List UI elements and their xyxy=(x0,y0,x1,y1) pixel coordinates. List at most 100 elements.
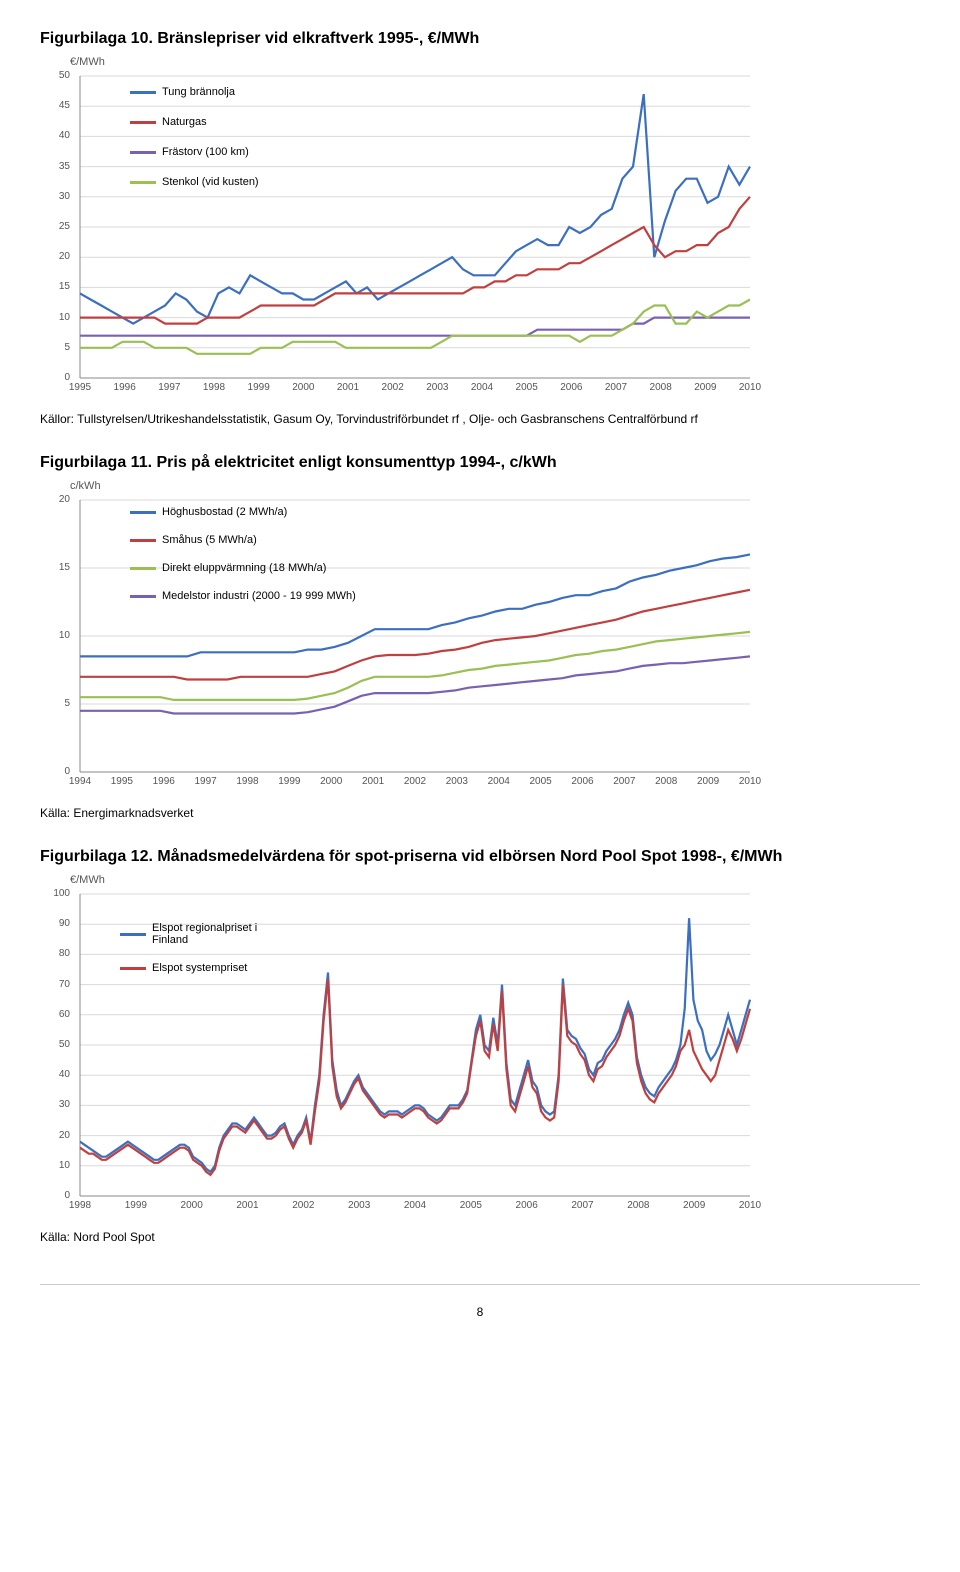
x-tick: 2008 xyxy=(627,1200,649,1211)
x-tick: 2004 xyxy=(471,382,493,393)
y-tick: 40 xyxy=(44,130,70,141)
y-tick: 30 xyxy=(44,1099,70,1110)
x-tick: 1999 xyxy=(125,1200,147,1211)
x-tick: 2006 xyxy=(571,776,593,787)
x-tick: 2000 xyxy=(320,776,342,787)
x-tick: 2009 xyxy=(697,776,719,787)
x-tick: 2006 xyxy=(560,382,582,393)
legend-item: Direkt eluppvärmning (18 MWh/a) xyxy=(130,562,326,574)
y-tick: 100 xyxy=(44,888,70,899)
x-tick: 1997 xyxy=(158,382,180,393)
x-tick: 1998 xyxy=(203,382,225,393)
x-tick: 2001 xyxy=(337,382,359,393)
y-tick: 10 xyxy=(44,312,70,323)
x-tick: 1999 xyxy=(248,382,270,393)
x-tick: 1995 xyxy=(69,382,91,393)
legend-label: Frästorv (100 km) xyxy=(162,146,249,158)
y-tick: 35 xyxy=(44,161,70,172)
x-tick: 2006 xyxy=(516,1200,538,1211)
x-tick: 2001 xyxy=(362,776,384,787)
y-tick: 15 xyxy=(44,562,70,573)
legend-item: Medelstor industri (2000 - 19 999 MWh) xyxy=(130,590,356,602)
legend-swatch xyxy=(130,91,156,94)
legend-swatch xyxy=(130,151,156,154)
legend-label: Naturgas xyxy=(162,116,207,128)
y-tick: 20 xyxy=(44,494,70,505)
x-tick: 2004 xyxy=(488,776,510,787)
y-tick: 5 xyxy=(44,342,70,353)
y-tick: 30 xyxy=(44,191,70,202)
y-tick: 10 xyxy=(44,1160,70,1171)
x-tick: 2003 xyxy=(446,776,468,787)
legend-item: Tung brännolja xyxy=(130,86,235,98)
x-tick: 1996 xyxy=(153,776,175,787)
x-tick: 1998 xyxy=(236,776,258,787)
legend-label: Småhus (5 MWh/a) xyxy=(162,534,257,546)
fig10-chart: €/MWh 0510152025303540455019951996199719… xyxy=(40,62,760,402)
x-tick: 2002 xyxy=(292,1200,314,1211)
fig12-ylabel: €/MWh xyxy=(70,874,105,886)
y-tick: 70 xyxy=(44,979,70,990)
legend-item: Naturgas xyxy=(130,116,207,128)
legend-swatch xyxy=(130,595,156,598)
y-tick: 15 xyxy=(44,281,70,292)
x-tick: 2005 xyxy=(460,1200,482,1211)
y-tick: 10 xyxy=(44,630,70,641)
x-tick: 2001 xyxy=(236,1200,258,1211)
y-tick: 20 xyxy=(44,251,70,262)
y-tick: 40 xyxy=(44,1069,70,1080)
y-tick: 90 xyxy=(44,918,70,929)
x-tick: 2003 xyxy=(348,1200,370,1211)
x-tick: 2005 xyxy=(516,382,538,393)
x-tick: 2002 xyxy=(404,776,426,787)
fig12-title: Figurbilaga 12. Månadsmedelvärdena för s… xyxy=(40,848,920,866)
legend-swatch xyxy=(120,967,146,970)
y-tick: 25 xyxy=(44,221,70,232)
legend-label: Höghusbostad (2 MWh/a) xyxy=(162,506,287,518)
legend-item: Stenkol (vid kusten) xyxy=(130,176,259,188)
fig11-chart: c/kWh 0510152019941995199619971998199920… xyxy=(40,486,760,796)
x-tick: 2002 xyxy=(382,382,404,393)
fig11-ylabel: c/kWh xyxy=(70,480,101,492)
x-tick: 2010 xyxy=(739,1200,761,1211)
x-tick: 1995 xyxy=(111,776,133,787)
x-tick: 2008 xyxy=(650,382,672,393)
y-tick: 80 xyxy=(44,948,70,959)
x-tick: 2003 xyxy=(426,382,448,393)
legend-item: Frästorv (100 km) xyxy=(130,146,249,158)
legend-item: Elspot regionalpriset i Finland xyxy=(120,922,272,946)
y-tick: 0 xyxy=(44,372,70,383)
legend-swatch xyxy=(120,933,146,936)
x-tick: 2010 xyxy=(739,776,761,787)
legend-label: Medelstor industri (2000 - 19 999 MWh) xyxy=(162,590,356,602)
y-tick: 20 xyxy=(44,1130,70,1141)
legend-swatch xyxy=(130,181,156,184)
legend-swatch xyxy=(130,539,156,542)
page-number: 8 xyxy=(40,1284,920,1319)
y-tick: 50 xyxy=(44,1039,70,1050)
fig10-ylabel: €/MWh xyxy=(70,56,105,68)
y-tick: 0 xyxy=(44,1190,70,1201)
y-tick: 50 xyxy=(44,70,70,81)
x-tick: 2005 xyxy=(530,776,552,787)
x-tick: 2004 xyxy=(404,1200,426,1211)
x-tick: 2000 xyxy=(181,1200,203,1211)
fig11-title: Figurbilaga 11. Pris på elektricitet enl… xyxy=(40,454,920,472)
x-tick: 2008 xyxy=(655,776,677,787)
fig12-chart: €/MWh 0102030405060708090100199819992000… xyxy=(40,880,760,1220)
y-tick: 5 xyxy=(44,698,70,709)
y-tick: 60 xyxy=(44,1009,70,1020)
x-tick: 2007 xyxy=(571,1200,593,1211)
legend-swatch xyxy=(130,567,156,570)
legend-item: Småhus (5 MWh/a) xyxy=(130,534,257,546)
legend-swatch xyxy=(130,511,156,514)
y-tick: 45 xyxy=(44,100,70,111)
fig12-source: Källa: Nord Pool Spot xyxy=(40,1230,920,1244)
x-tick: 2009 xyxy=(694,382,716,393)
x-tick: 2009 xyxy=(683,1200,705,1211)
legend-label: Elspot systempriset xyxy=(152,962,247,974)
fig10-source: Källor: Tullstyrelsen/Utrikeshandelsstat… xyxy=(40,412,920,426)
x-tick: 1994 xyxy=(69,776,91,787)
fig11-source: Källa: Energimarknadsverket xyxy=(40,806,920,820)
x-tick: 1998 xyxy=(69,1200,91,1211)
